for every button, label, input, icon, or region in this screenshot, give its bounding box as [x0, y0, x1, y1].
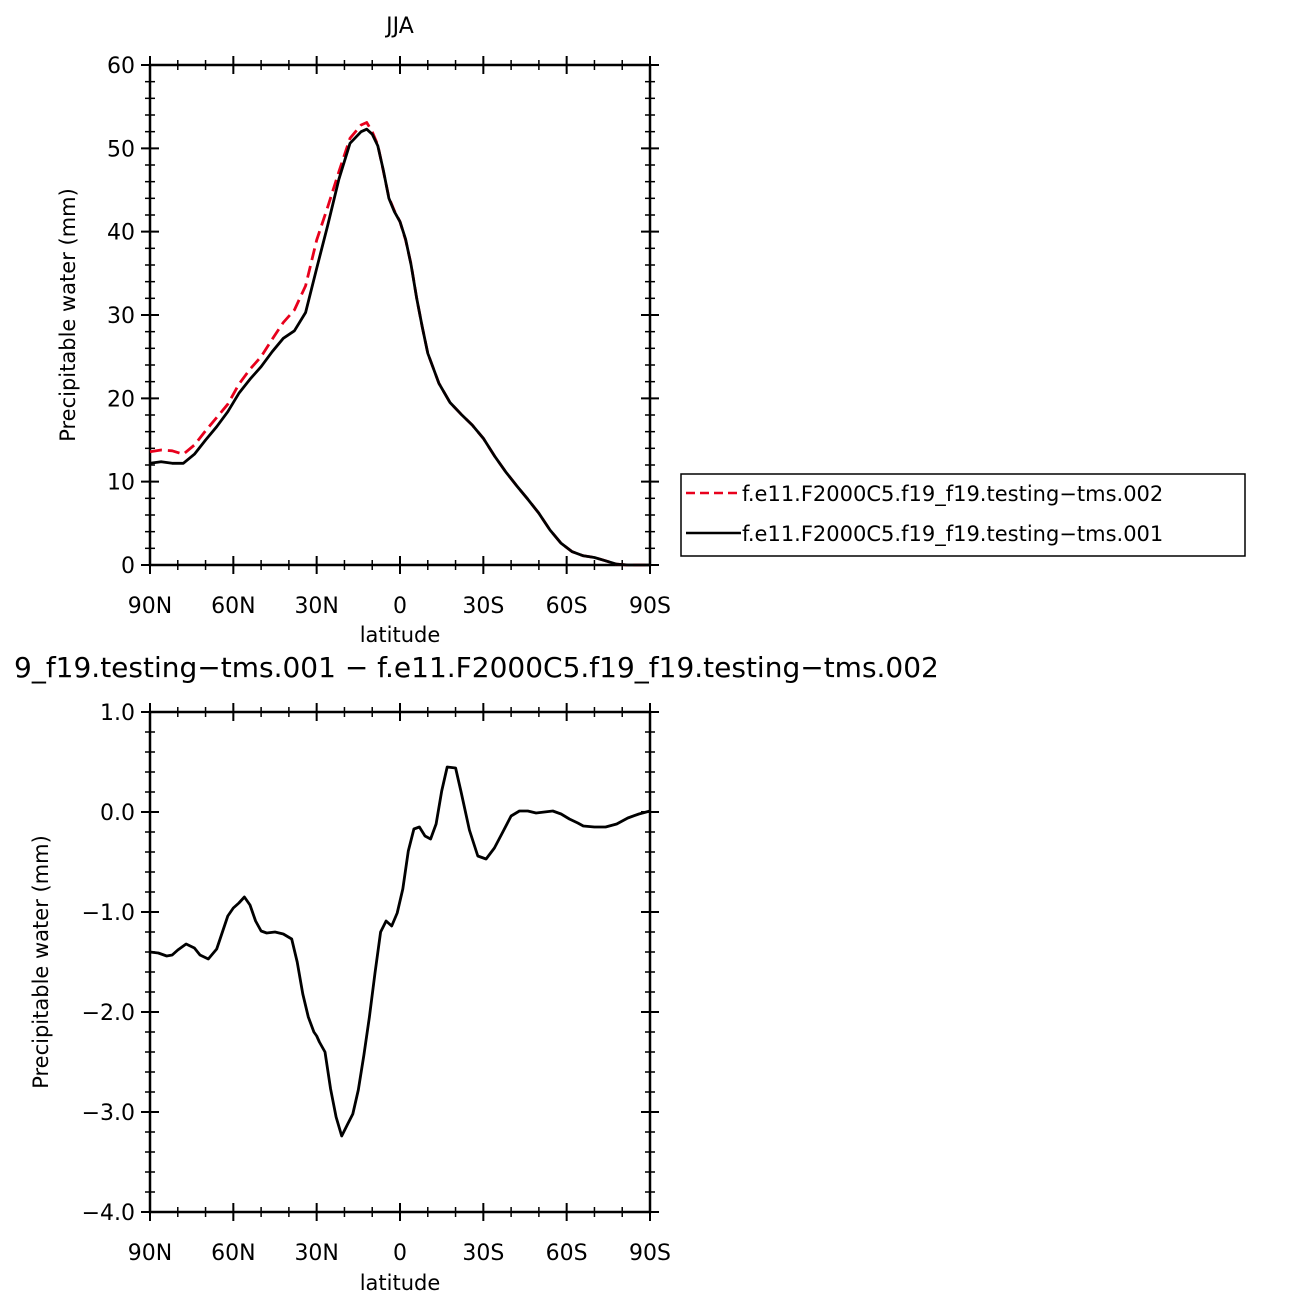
bottom-chart: 9_f19.testing−tms.001 − f.e11.F2000C5.f1…	[14, 651, 939, 1295]
y-tick-label: 20	[107, 387, 135, 412]
top-tick-marks	[141, 56, 659, 574]
top-y-axis-title: Precipitable water (mm)	[56, 188, 80, 442]
bottom-tick-marks	[141, 703, 659, 1221]
x-tick-label: 0	[393, 594, 407, 619]
bottom-y-tick-labels: 1.0 0.0 −1.0 −2.0 −3.0 −4.0	[82, 701, 135, 1226]
legend-label-001: f.e11.F2000C5.f19_f19.testing−tms.001	[742, 522, 1163, 547]
x-tick-label: 90S	[629, 594, 671, 619]
bottom-series-lines	[149, 765, 651, 1138]
legend-box	[680, 473, 1246, 557]
y-tick-label: 1.0	[100, 701, 135, 726]
top-plot-frame	[148, 63, 652, 567]
y-tick-label: −3.0	[82, 1101, 135, 1126]
x-tick-label: 30N	[294, 594, 338, 619]
y-tick-label: −2.0	[82, 1001, 135, 1026]
y-tick-label: 0.0	[100, 801, 135, 826]
top-series-lines	[149, 121, 650, 567]
top-y-tick-labels: 0 10 20 30 40 50 60	[107, 54, 135, 579]
x-tick-label: 60N	[211, 594, 255, 619]
bottom-x-axis-title: latitude	[360, 1271, 441, 1295]
top-x-tick-labels: 90N 60N 30N 0 30S 60S 90S	[128, 594, 671, 619]
y-tick-label: 40	[107, 221, 135, 246]
y-tick-label: −1.0	[82, 901, 135, 926]
x-tick-label: 30S	[462, 1241, 504, 1266]
top-chart-title: JJA	[384, 14, 414, 39]
x-tick-label: 60N	[211, 1241, 255, 1266]
x-tick-label: 60S	[546, 594, 588, 619]
x-tick-label: 90S	[629, 1241, 671, 1266]
bottom-x-tick-labels: 90N 60N 30N 0 30S 60S 90S	[128, 1241, 671, 1266]
bottom-y-axis-title: Precipitable water (mm)	[29, 835, 53, 1089]
x-tick-label: 90N	[128, 1241, 172, 1266]
y-tick-label: 30	[107, 304, 135, 329]
x-tick-label: 0	[393, 1241, 407, 1266]
top-x-axis-title: latitude	[360, 623, 441, 647]
x-tick-label: 90N	[128, 594, 172, 619]
legend-label-002: f.e11.F2000C5.f19_f19.testing−tms.002	[742, 482, 1163, 507]
series-line-1	[149, 765, 651, 1138]
series-line-2	[149, 127, 650, 567]
top-chart: JJA 0 10 20 30 40 50 60 90N 60N 30N 0 30S 60S 90S la…	[56, 14, 671, 647]
series-line-1	[149, 121, 650, 567]
x-tick-label: 60S	[546, 1241, 588, 1266]
bottom-plot-frame	[148, 710, 652, 1214]
x-tick-label: 30S	[462, 594, 504, 619]
legend: f.e11.F2000C5.f19_f19.testing−tms.002 f.…	[680, 473, 1246, 557]
bottom-chart-title: 9_f19.testing−tms.001 − f.e11.F2000C5.f1…	[14, 651, 939, 684]
y-tick-label: 0	[121, 554, 135, 579]
y-tick-label: 60	[107, 54, 135, 79]
y-tick-label: 10	[107, 471, 135, 496]
y-tick-label: −4.0	[82, 1201, 135, 1226]
y-tick-label: 50	[107, 137, 135, 162]
x-tick-label: 30N	[294, 1241, 338, 1266]
